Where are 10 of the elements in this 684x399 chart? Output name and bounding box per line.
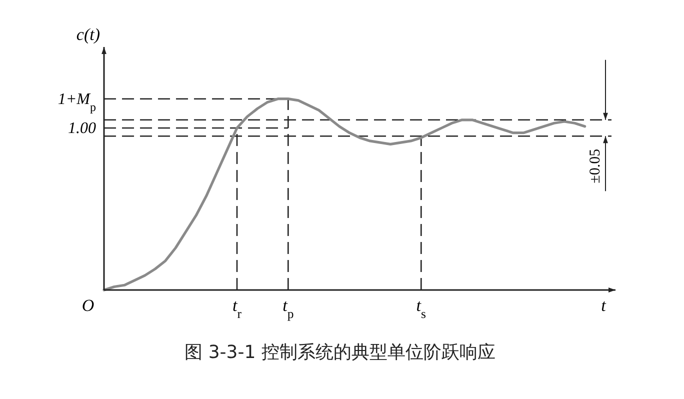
x-tick-label: t$_{p}$ — [282, 296, 294, 321]
x-tick-label: t$_{s}$ — [416, 296, 426, 321]
y-axis-title: c(t) — [76, 25, 100, 44]
x-axis-title: t — [601, 296, 608, 315]
text: O — [82, 296, 94, 315]
x-tick-label: t$_{r}$ — [232, 296, 242, 321]
ref-line-label: 1.00 — [68, 120, 96, 137]
annotation: ±0.05 — [588, 148, 604, 184]
text: 图 3-3-1 控制系统的典型单位阶跃响应 — [184, 342, 496, 363]
ref-line-label: 1+M$_{p}$ — [58, 90, 96, 114]
